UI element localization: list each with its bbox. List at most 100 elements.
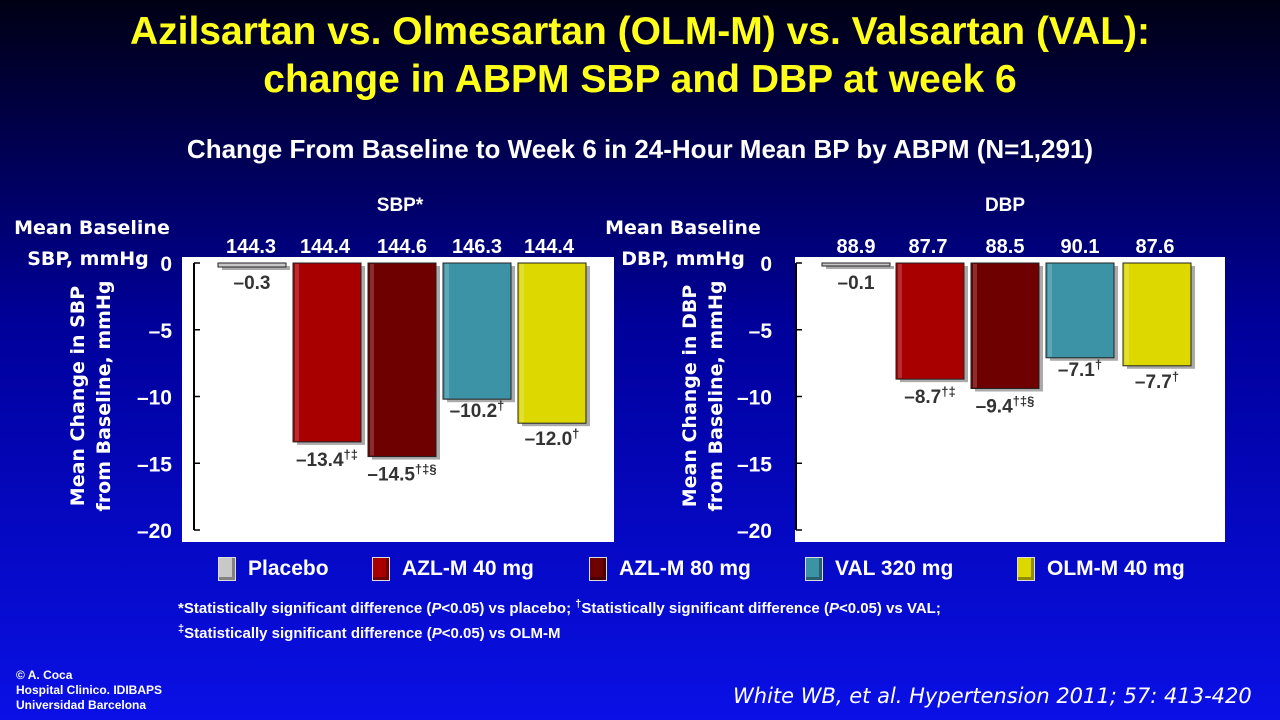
bar-shadow xyxy=(826,266,894,269)
footnote-text: *Statistically significant difference ( xyxy=(178,600,432,617)
y-tick-label: 0 xyxy=(160,253,172,276)
bar-value-label: –13.4†‡ xyxy=(296,447,358,471)
bar-highlight xyxy=(370,264,374,456)
y-tick-label: –20 xyxy=(137,520,172,543)
bar xyxy=(442,262,512,400)
bar xyxy=(970,262,1040,389)
bar-value: –14.5 xyxy=(367,465,415,486)
bar-value-label: –0.1 xyxy=(838,273,875,294)
footnote-mark: ‡ xyxy=(178,623,185,635)
bar-value-superscript: †‡§ xyxy=(415,462,437,477)
title-line-2: change in ABPM SBP and DBP at week 6 xyxy=(263,58,1017,101)
bar-value-superscript: †‡§ xyxy=(1013,393,1035,408)
legend-label: Placebo xyxy=(248,557,329,580)
bar xyxy=(1045,262,1115,359)
bar-value-label: –14.5†‡§ xyxy=(367,462,436,486)
bar-shadow xyxy=(222,266,290,271)
legend: Placebo AZL-M 40 mg AZL-M 80 mg VAL 320 mg O… xyxy=(0,554,1280,584)
footnote-line-1: *Statistically significant difference (P… xyxy=(178,594,941,619)
bar-highlight xyxy=(445,264,449,399)
y-axis-label: from Baseline, mmHg xyxy=(93,281,115,512)
footnote-text: <0.05) vs OLM-M xyxy=(441,625,561,642)
y-axis-label: Mean Change in DBP xyxy=(679,285,701,508)
bar-value: –12.0 xyxy=(525,429,573,450)
y-tick-label: –5 xyxy=(149,320,173,343)
bar-highlight xyxy=(898,264,902,379)
y-tick-label: –10 xyxy=(137,387,172,410)
bar xyxy=(821,262,891,267)
legend-swatch xyxy=(1017,557,1035,581)
bar-highlight xyxy=(295,264,299,441)
legend-item: Placebo xyxy=(218,554,329,584)
bar xyxy=(1122,262,1192,367)
baseline-value: 144.4 xyxy=(300,236,351,258)
footnote-text: <0.05) vs VAL; xyxy=(838,600,941,617)
y-tick-label: –20 xyxy=(737,520,772,543)
baseline-value: 87.6 xyxy=(1136,236,1175,258)
legend-label: OLM-M 40 mg xyxy=(1047,557,1185,580)
bar-value-label: –0.3 xyxy=(234,273,271,294)
legend-item: AZL-M 40 mg xyxy=(372,554,534,584)
y-axis-label: from Baseline, mmHg xyxy=(705,281,727,512)
legend-label: AZL-M 80 mg xyxy=(619,557,751,580)
bar-value: –0.1 xyxy=(838,273,875,294)
bar xyxy=(292,262,362,443)
y-axis-label: Mean Change in SBP xyxy=(67,286,89,506)
y-tick-label: 0 xyxy=(760,253,772,276)
bar-highlight xyxy=(1125,264,1129,365)
legend-label: AZL-M 40 mg xyxy=(402,557,534,580)
footnote-text: Statistically significant difference ( xyxy=(581,600,829,617)
footnote: *Statistically significant difference (P… xyxy=(178,594,941,644)
baseline-value: 88.5 xyxy=(986,236,1025,258)
p-symbol: P xyxy=(431,625,442,642)
baseline-value: 87.7 xyxy=(909,236,948,258)
baseline-label: SBP, mmHg xyxy=(27,248,149,270)
credit: © A. Coca Hospital Clinico. IDIBAPS Univ… xyxy=(16,668,162,713)
baseline-value: 90.1 xyxy=(1061,236,1100,258)
p-symbol: P xyxy=(431,600,442,617)
legend-item: AZL-M 80 mg xyxy=(589,554,751,584)
bar-value-superscript: † xyxy=(1095,357,1102,372)
footnote-mark: † xyxy=(575,598,582,610)
legend-swatch xyxy=(372,557,390,581)
baseline-label: Mean Baseline xyxy=(605,217,761,239)
bar-value-superscript: †‡ xyxy=(344,447,358,462)
bar-value-label: –8.7†‡ xyxy=(904,384,955,408)
baseline-label: Mean Baseline xyxy=(14,217,170,239)
bar-value-label: –10.2† xyxy=(450,398,505,422)
y-tick-label: –5 xyxy=(749,320,773,343)
bar xyxy=(895,262,965,380)
baseline-label: DBP, mmHg xyxy=(621,248,745,270)
y-tick-label: –15 xyxy=(737,453,772,476)
legend-swatch xyxy=(218,557,236,581)
bar xyxy=(217,262,287,268)
bar-value-label: –9.4†‡§ xyxy=(976,393,1035,417)
bar-value: –10.2 xyxy=(450,401,498,422)
legend-swatch xyxy=(805,557,823,581)
footnote-line-2: ‡Statistically significant difference (P… xyxy=(178,619,941,644)
bar-value-label: –7.7† xyxy=(1135,369,1179,393)
legend-label: VAL 320 mg xyxy=(835,557,954,580)
y-tick-label: –10 xyxy=(737,387,772,410)
bar xyxy=(517,262,587,424)
chart-subtitle: Change From Baseline to Week 6 in 24-Hou… xyxy=(186,134,1094,164)
title-line-1: Azilsartan vs. Olmesartan (OLM-M) vs. Va… xyxy=(129,10,1151,53)
slide-title: Azilsartan vs. Olmesartan (OLM-M) vs. Va… xyxy=(0,8,1280,104)
bar-value-label: –12.0† xyxy=(525,426,580,450)
bar-highlight xyxy=(1048,264,1052,357)
panel-title: DBP xyxy=(985,195,1025,216)
bar-value-superscript: † xyxy=(1172,369,1179,384)
bar-value: –0.3 xyxy=(234,273,271,294)
footnote-text: <0.05) vs placebo; xyxy=(441,600,576,617)
baseline-value: 144.6 xyxy=(377,236,427,258)
panel-title: SBP* xyxy=(377,195,424,216)
bar-highlight xyxy=(973,264,977,388)
bar-value-superscript: † xyxy=(572,426,579,441)
y-tick-label: –15 xyxy=(137,453,172,476)
bar xyxy=(367,262,437,458)
legend-item: VAL 320 mg xyxy=(805,554,953,584)
footnote-text: Statistically significant difference ( xyxy=(184,625,432,642)
bar-value: –8.7 xyxy=(904,387,941,408)
citation: White WB, et al. Hypertension 2011; 57: … xyxy=(733,684,1252,708)
